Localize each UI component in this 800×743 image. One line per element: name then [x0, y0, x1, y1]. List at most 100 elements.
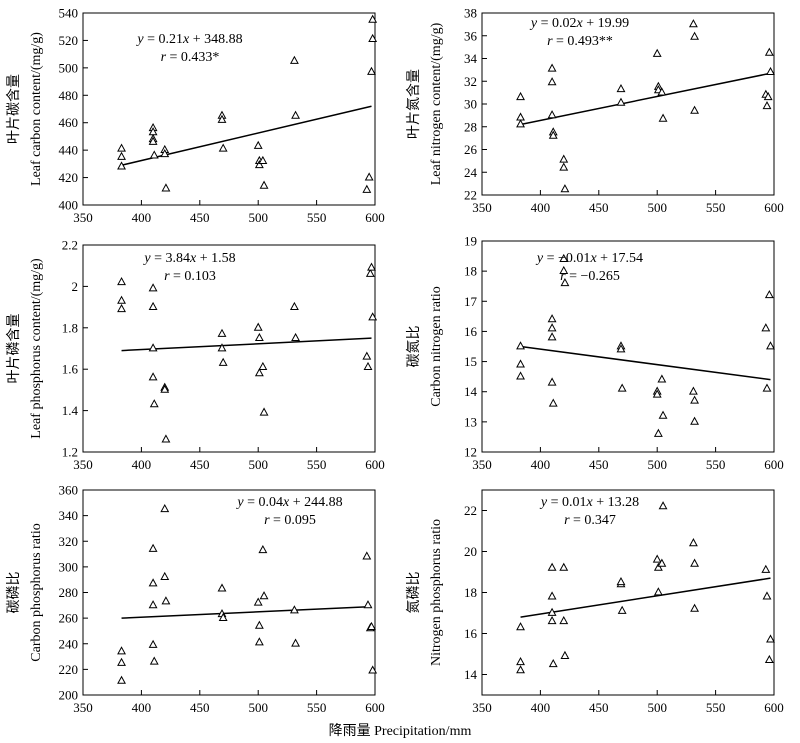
y-axis-title-english: Leaf carbon content/(mg/g) — [29, 32, 44, 186]
y-axis-title-chinese: 叶片碳含量 — [6, 74, 22, 144]
data-point — [516, 119, 525, 128]
data-point — [652, 389, 662, 398]
data-point — [516, 622, 525, 631]
x-tick-label: 450 — [190, 210, 210, 225]
y-tick-label: 14 — [464, 667, 478, 682]
data-point — [548, 130, 558, 139]
y-tick-label: 16 — [464, 324, 478, 339]
x-tick-label: 500 — [647, 200, 667, 215]
data-point — [117, 657, 126, 666]
y-tick-label: 32 — [464, 74, 477, 89]
data-point — [363, 600, 373, 609]
x-tick-label: 550 — [307, 210, 327, 225]
data-point — [766, 341, 775, 350]
data-point — [117, 143, 126, 152]
data-point — [218, 357, 228, 366]
data-point — [363, 361, 373, 371]
data-point — [218, 143, 228, 152]
x-tick-label: 500 — [248, 700, 268, 715]
data-point — [291, 638, 301, 647]
data-point — [253, 140, 263, 149]
data-point — [766, 634, 775, 643]
data-point — [254, 637, 264, 646]
data-point — [148, 343, 158, 352]
data-point — [690, 31, 700, 40]
x-tick-label: 400 — [132, 700, 152, 715]
x-tick-label: 500 — [647, 700, 667, 715]
data-point — [117, 303, 126, 313]
data-point — [548, 398, 558, 407]
y-tick-label: 200 — [59, 688, 79, 703]
data-point — [368, 33, 378, 42]
x-tick-label: 600 — [764, 200, 784, 215]
data-point — [516, 112, 525, 121]
y-tick-label: 30 — [464, 97, 477, 112]
x-tick-label: 350 — [73, 700, 93, 715]
correlation-coefficient: r = −0.265 — [560, 269, 620, 284]
data-point — [149, 656, 159, 665]
x-tick-label: 400 — [531, 457, 551, 472]
y-tick-label: 13 — [464, 414, 477, 429]
data-point — [289, 605, 299, 614]
data-point — [658, 501, 668, 510]
data-point — [254, 332, 264, 342]
panel-3: 350 400 450 500 550 600 1.2 1.4 1.6 1.8 2 2.2 叶片磷含量 L… — [6, 238, 385, 473]
x-tick-label: 500 — [647, 457, 667, 472]
data-point — [217, 114, 227, 123]
data-point — [547, 110, 557, 119]
data-point — [258, 155, 268, 165]
data-point — [764, 654, 774, 664]
data-point — [258, 544, 268, 554]
data-point — [117, 646, 126, 655]
data-point — [161, 596, 171, 605]
x-tick-label: 550 — [706, 457, 726, 472]
data-point — [616, 97, 626, 106]
y-tick-label: 36 — [464, 28, 478, 43]
data-point — [362, 551, 372, 560]
data-point — [617, 605, 627, 614]
data-point — [117, 675, 126, 684]
data-point — [516, 91, 525, 101]
data-point — [653, 428, 663, 437]
y-tick-label: 520 — [59, 33, 79, 48]
data-point — [516, 656, 525, 666]
data-point — [148, 283, 158, 292]
data-point — [547, 591, 557, 600]
data-point — [653, 562, 663, 571]
panel-4: 350 400 450 500 550 600 12 13 14 15 16 17 18 19 碳氮比 Car… — [406, 234, 784, 473]
y-axis-title-english: Leaf phosphorus content/(mg/g) — [29, 258, 44, 439]
data-point — [690, 416, 700, 425]
plot-frame — [82, 12, 376, 206]
data-point — [616, 344, 626, 353]
data-point — [560, 650, 570, 659]
regression-line — [520, 345, 771, 381]
x-tick-label: 350 — [73, 457, 93, 472]
data-point — [616, 577, 626, 586]
plot-frame — [82, 244, 376, 453]
y-axis-title-chinese: 叶片磷含量 — [6, 314, 22, 384]
data-point — [148, 600, 158, 609]
y-tick-label: 18 — [464, 585, 477, 600]
y-tick-label: 460 — [59, 115, 79, 130]
x-tick-label: 350 — [73, 210, 93, 225]
data-point — [690, 105, 700, 114]
y-tick-label: 15 — [464, 354, 477, 369]
plot-frame — [82, 489, 376, 696]
y-tick-label: 19 — [464, 234, 477, 249]
data-point — [652, 48, 662, 57]
x-tick-label: 350 — [472, 457, 492, 472]
y-tick-label: 1.4 — [62, 403, 79, 418]
y-axis-title-chinese: 碳氮比 — [406, 326, 422, 368]
y-tick-label: 24 — [464, 165, 478, 180]
data-point — [149, 399, 159, 408]
data-point — [516, 341, 525, 350]
data-point — [217, 343, 227, 352]
x-tick-label: 400 — [132, 457, 152, 472]
data-point — [368, 14, 378, 23]
y-tick-label: 400 — [59, 198, 79, 213]
data-point — [547, 314, 557, 323]
x-tick-label: 550 — [307, 457, 327, 472]
y-tick-label: 220 — [59, 662, 79, 677]
data-point — [658, 113, 668, 122]
data-point — [617, 383, 627, 392]
